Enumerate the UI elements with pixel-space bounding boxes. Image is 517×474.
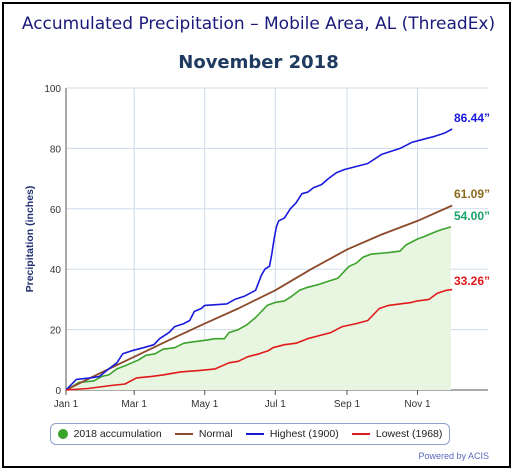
series-2018-line [65, 226, 452, 391]
end-label-normal: 61.09” [454, 187, 490, 201]
y-tick-label: 100 [44, 84, 61, 95]
legend-item-2018[interactable]: 2018 accumulation [57, 428, 162, 440]
x-tick-label: Mar 1 [121, 399, 147, 410]
legend-item-lowest[interactable]: Lowest (1968) [351, 428, 443, 440]
credit-text: Powered by ACIS [418, 451, 489, 461]
legend-swatch-2018 [57, 429, 68, 439]
chart-title: Accumulated Precipitation – Mobile Area,… [21, 14, 496, 34]
x-tick-label: Nov 1 [404, 399, 431, 410]
series-lowest-line [65, 288, 453, 391]
chart-subtitle: November 2018 [178, 52, 339, 73]
x-tick-label: May 1 [191, 399, 219, 410]
legend-swatch-highest [245, 433, 264, 435]
legend-swatch-lowest [351, 433, 370, 435]
series-normal-line [65, 204, 453, 391]
end-label-highest: 86.44” [454, 111, 490, 125]
legend-swatch-normal [174, 433, 193, 435]
legend-item-normal[interactable]: Normal [174, 428, 233, 440]
series-2018-area [66, 226, 451, 390]
y-axis-label: Precipitation (inches) [24, 186, 36, 293]
end-label-lowest: 33.26” [454, 274, 490, 288]
legend-label-lowest: Lowest (1968) [375, 428, 443, 440]
chart-legend: 2018 accumulation Normal Highest (1900) … [50, 423, 450, 445]
end-label-2018: 54.00” [454, 209, 490, 223]
series-highest-line [65, 128, 453, 391]
legend-label-2018: 2018 accumulation [73, 428, 162, 440]
legend-item-highest[interactable]: Highest (1900) [245, 428, 339, 440]
y-tick-label: 0 [55, 386, 61, 397]
y-tick-label: 20 [50, 326, 62, 337]
x-tick-label: Jan 1 [54, 399, 79, 410]
y-tick-label: 60 [50, 205, 62, 216]
y-tick-label: 40 [50, 265, 62, 276]
x-tick-label: Jul 1 [265, 399, 287, 410]
legend-label-highest: Highest (1900) [269, 428, 339, 440]
y-tick-label: 80 [50, 144, 62, 155]
legend-label-normal: Normal [198, 428, 233, 440]
x-tick-label: Sep 1 [334, 399, 361, 410]
